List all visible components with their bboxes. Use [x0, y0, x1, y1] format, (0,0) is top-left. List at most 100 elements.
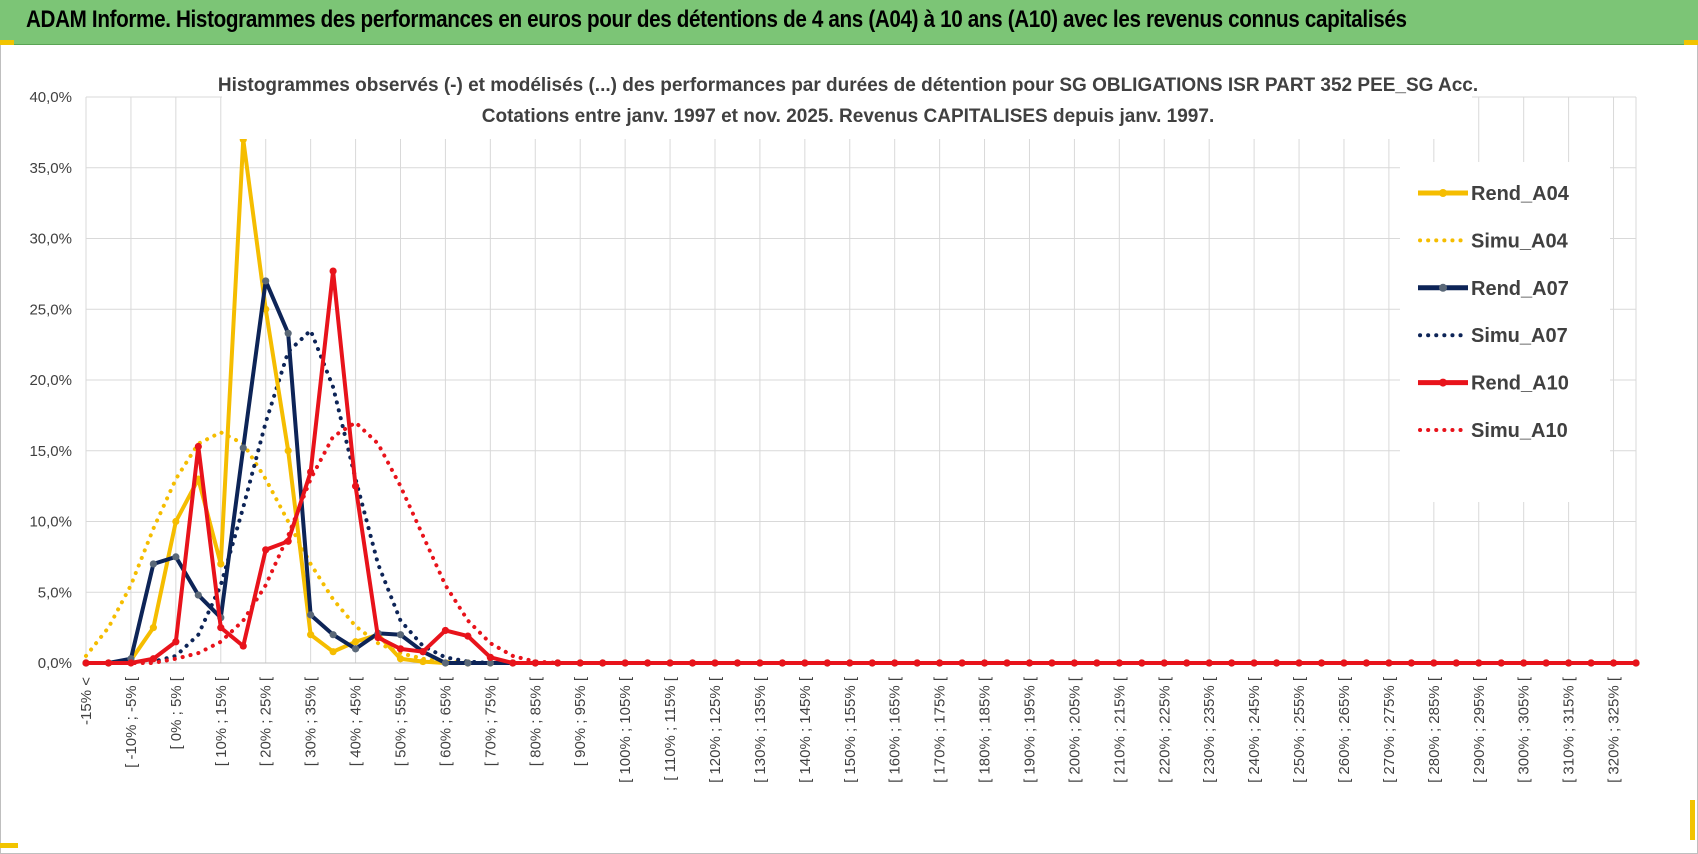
data-point — [1430, 659, 1438, 667]
x-tick-label: [ 130% ; 135% [ — [752, 676, 769, 783]
data-point — [666, 659, 674, 667]
data-point — [486, 659, 494, 667]
x-tick-label: [ 50% ; 55% [ — [392, 676, 409, 766]
y-tick-label: 10,0% — [29, 514, 72, 531]
data-point — [1452, 659, 1460, 667]
data-point — [1093, 659, 1101, 667]
title-backdrop — [222, 65, 1472, 139]
legend-item: Rend_A10 — [1418, 373, 1569, 395]
x-tick-label: [ 230% ; 235% [ — [1201, 676, 1218, 783]
data-point — [1587, 659, 1595, 667]
data-point — [1160, 659, 1168, 667]
data-point — [329, 631, 337, 639]
x-tick-label: [ 180% ; 185% [ — [977, 676, 994, 783]
data-point — [194, 442, 202, 451]
data-point — [284, 329, 292, 337]
data-point — [329, 648, 337, 656]
data-point — [1228, 659, 1236, 667]
data-point — [913, 659, 921, 667]
data-point — [1407, 659, 1415, 667]
data-point — [149, 655, 157, 663]
data-point — [1565, 659, 1573, 667]
data-point — [1070, 659, 1079, 667]
x-tick-label: [ 20% ; 25% [ — [258, 676, 275, 766]
data-point — [127, 659, 135, 667]
data-point — [104, 659, 113, 667]
legend: Rend_A04 Simu_A04 Rend_A07 Simu_A07 Rend_A10… — [1400, 162, 1610, 502]
x-tick-label: [ 270% ; 275% [ — [1381, 676, 1398, 783]
data-point — [351, 638, 360, 646]
data-point — [936, 659, 944, 667]
data-point — [1340, 659, 1348, 667]
legend-item: Rend_A04 — [1418, 183, 1570, 205]
data-point — [643, 659, 652, 667]
data-point — [419, 657, 427, 666]
data-point — [1632, 659, 1640, 667]
data-point — [1183, 659, 1191, 667]
x-tick-label: [ 250% ; 255% [ — [1291, 676, 1308, 783]
legend-label: Simu_A07 — [1471, 325, 1568, 347]
data-point — [599, 659, 607, 667]
x-tick-label: [ 170% ; 175% [ — [932, 676, 949, 783]
data-point — [351, 645, 360, 653]
x-tick-label: [ 120% ; 125% [ — [707, 676, 724, 783]
x-tick-label: [ 80% ; 85% [ — [527, 676, 544, 766]
legend-label: Rend_A04 — [1471, 183, 1570, 205]
data-point — [509, 659, 517, 667]
data-point — [711, 659, 719, 667]
data-point — [149, 560, 157, 568]
data-point — [351, 482, 360, 490]
legend-item: Rend_A07 — [1418, 278, 1569, 300]
chart-title: Histogrammes observés (-) et modélisés (… — [218, 75, 1478, 96]
histogram-chart: 0,0% 5,0% 10,0% 15,0% 20,0% 25,0% 30,0% 35,0% 40… — [29, 65, 1640, 783]
data-point — [486, 653, 494, 661]
legend-marker — [1439, 378, 1447, 387]
x-tick-label: [ -10% ; -5% [ — [123, 676, 140, 768]
data-point — [329, 267, 337, 275]
x-tick-label: [ 10% ; 15% [ — [213, 676, 230, 766]
legend-label: Simu_A04 — [1471, 230, 1569, 252]
x-axis: -15% < [ -10% ; -5% [[ 0% ; 5% [[ 10% ; 1… — [78, 676, 1623, 783]
data-point — [1520, 659, 1528, 667]
corner-mark-tr — [1684, 40, 1698, 45]
x-tick-label: [ 320% ; 325% [ — [1606, 676, 1623, 783]
data-point — [554, 659, 562, 667]
data-point — [284, 537, 292, 545]
data-point — [262, 277, 270, 285]
x-tick-label: [ 150% ; 155% [ — [842, 676, 859, 783]
data-point — [82, 659, 90, 667]
legend-item: Simu_A10 — [1418, 420, 1568, 442]
data-point — [396, 631, 405, 639]
data-point — [419, 648, 427, 656]
data-point — [1362, 659, 1371, 667]
data-point — [891, 659, 899, 667]
x-tick-label: [ 60% ; 65% [ — [437, 676, 454, 766]
data-point — [1048, 659, 1056, 667]
data-point — [1003, 659, 1011, 667]
y-tick-label: 5,0% — [38, 584, 72, 601]
legend-item: Simu_A07 — [1418, 325, 1568, 347]
data-point — [284, 447, 292, 455]
data-point — [688, 659, 697, 667]
data-point — [823, 659, 831, 667]
data-point — [262, 546, 270, 554]
data-point — [217, 624, 225, 632]
data-point — [1497, 659, 1505, 667]
x-tick-label: [ 300% ; 305% [ — [1516, 676, 1533, 783]
corner-mark-bl — [0, 843, 18, 848]
legend-marker — [1439, 189, 1447, 197]
data-point — [441, 626, 450, 635]
x-tick-label: [ 90% ; 95% [ — [572, 676, 589, 766]
x-tick-label: [ 280% ; 285% [ — [1426, 676, 1443, 783]
x-tick-label: -15% < — [78, 677, 95, 725]
y-tick-label: 30,0% — [29, 231, 72, 248]
data-point — [868, 659, 876, 667]
corner-mark-br — [1690, 800, 1695, 840]
data-point — [1317, 659, 1326, 667]
legend-marker — [1439, 283, 1447, 292]
y-tick-label: 20,0% — [29, 372, 72, 389]
x-tick-label: [ 260% ; 265% [ — [1336, 676, 1353, 783]
data-point — [1609, 659, 1618, 667]
data-point — [307, 468, 315, 476]
series-line — [86, 269, 1636, 665]
